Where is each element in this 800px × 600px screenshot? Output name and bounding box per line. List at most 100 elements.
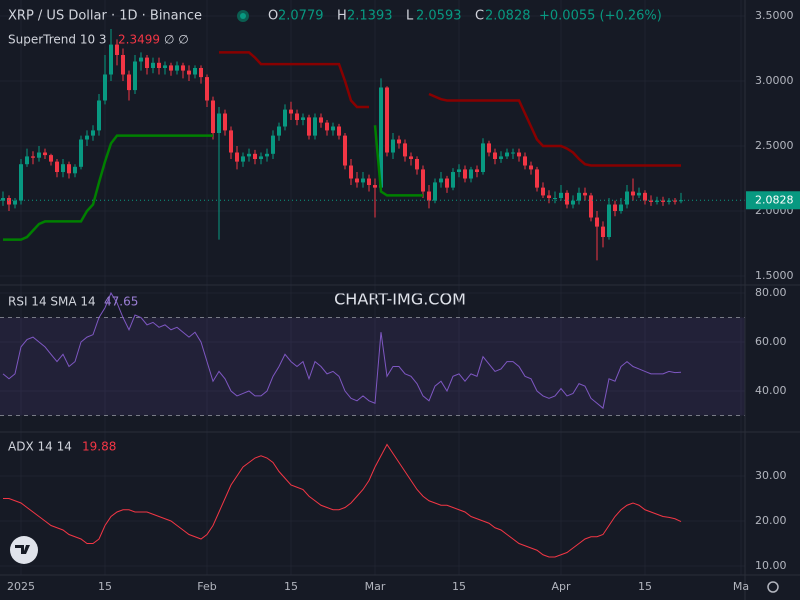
- ohlc-label: H: [337, 9, 347, 24]
- candle-body: [13, 200, 17, 205]
- candle-body: [625, 191, 629, 205]
- candle-body: [601, 226, 605, 238]
- candle-body: [193, 67, 197, 75]
- candle-body: [577, 192, 581, 201]
- candle-body: [325, 122, 329, 131]
- candle-body: [103, 74, 107, 101]
- candle-body: [307, 117, 311, 136]
- candle-body: [361, 178, 365, 183]
- supertrend-down: [219, 51, 369, 109]
- candle-body: [493, 152, 497, 160]
- candle-body: [589, 195, 593, 218]
- candle-body: [571, 200, 575, 205]
- candle-body: [145, 57, 149, 68]
- candle-body: [1, 198, 5, 201]
- x-tick-label: 15: [452, 580, 466, 593]
- candle-body: [445, 178, 449, 188]
- candle-body: [67, 164, 71, 174]
- candle-body: [643, 192, 647, 201]
- candle-body: [151, 62, 155, 68]
- candle-body: [295, 113, 299, 121]
- candle-body: [673, 200, 677, 202]
- candle-body: [391, 139, 395, 153]
- candle-body: [283, 109, 287, 127]
- indicator-legend: SuperTrend 10 3: [8, 33, 107, 47]
- candle-body: [421, 169, 425, 192]
- candle-body: [181, 65, 185, 71]
- change: +0.0055 (+0.26%): [539, 9, 662, 24]
- y-tick-label: 20.00: [755, 514, 787, 527]
- candle-body: [373, 185, 377, 188]
- ohlc-value: 2.0828: [485, 9, 531, 24]
- candle-body: [649, 200, 653, 202]
- supertrend-up: [3, 134, 213, 241]
- indicator-legend: ADX 14 14: [8, 440, 72, 454]
- candle-body: [313, 117, 317, 136]
- candle-body: [109, 44, 113, 75]
- settings-icon[interactable]: [767, 581, 779, 593]
- ohlc-label: C: [475, 9, 484, 24]
- x-tick-label: Mar: [365, 580, 386, 593]
- candle-body: [409, 156, 413, 160]
- candle-body: [379, 87, 383, 188]
- candle-body: [229, 130, 233, 153]
- candle-body: [241, 156, 245, 162]
- ohlc: O 2.0779 H 2.1393 L 2.0593 C 2.0828 +0.0055 (+0.…: [268, 9, 662, 24]
- indicator-legend: RSI 14 SMA 14: [8, 295, 96, 309]
- candle-body: [199, 67, 203, 78]
- candle-body: [355, 178, 359, 183]
- candle-body: [505, 152, 509, 157]
- candle-body: [613, 204, 617, 212]
- candle-body: [223, 113, 227, 131]
- candle-body: [337, 126, 341, 136]
- ohlc-value: 2.1393: [347, 9, 393, 24]
- candle-body: [619, 204, 623, 212]
- candle-body: [205, 77, 209, 101]
- last-price-box: [746, 191, 800, 210]
- candle-body: [247, 153, 251, 157]
- candle-body: [661, 200, 665, 202]
- plot: [0, 0, 745, 575]
- candle-body: [139, 57, 143, 62]
- candle-body: [79, 139, 83, 167]
- candle-body: [565, 192, 569, 205]
- candle-body: [289, 109, 293, 114]
- y-tick-label: 2.5000: [755, 139, 794, 152]
- candle-body: [91, 130, 95, 136]
- candle-body: [523, 156, 527, 166]
- candle-body: [583, 192, 587, 196]
- symbol-title: XRP / US Dollar · 1D · Binance: [8, 9, 202, 24]
- y-tick-label: 3.5000: [755, 9, 794, 22]
- candle-body: [517, 152, 521, 157]
- candle-body: [169, 65, 173, 71]
- candle-body: [73, 166, 77, 174]
- ohlc-label: L: [406, 9, 414, 24]
- candle-body: [385, 87, 389, 153]
- candle-body: [301, 117, 305, 121]
- candle-body: [277, 126, 281, 136]
- candle-body: [49, 155, 53, 162]
- candle-body: [217, 113, 221, 134]
- candle-body: [157, 62, 161, 68]
- logo-mark: [15, 545, 30, 554]
- candle-body: [553, 198, 557, 200]
- candle-body: [499, 156, 503, 160]
- status-dot-core: [240, 13, 246, 19]
- candle-body: [97, 100, 101, 131]
- ohlc-value: 2.0779: [278, 9, 324, 24]
- candle-body: [403, 143, 407, 157]
- candle-body: [607, 204, 611, 238]
- candle-body: [55, 161, 59, 173]
- last-price-label: 2.0828: [755, 193, 794, 206]
- candle-body: [457, 169, 461, 173]
- candle-body: [85, 135, 89, 140]
- x-tick-label: 2025: [7, 580, 35, 593]
- candle-body: [175, 65, 179, 71]
- candle-body: [271, 135, 275, 154]
- candle-body: [541, 187, 545, 196]
- candle-body: [61, 164, 65, 173]
- candle-body: [415, 159, 419, 170]
- candle-body: [547, 195, 551, 199]
